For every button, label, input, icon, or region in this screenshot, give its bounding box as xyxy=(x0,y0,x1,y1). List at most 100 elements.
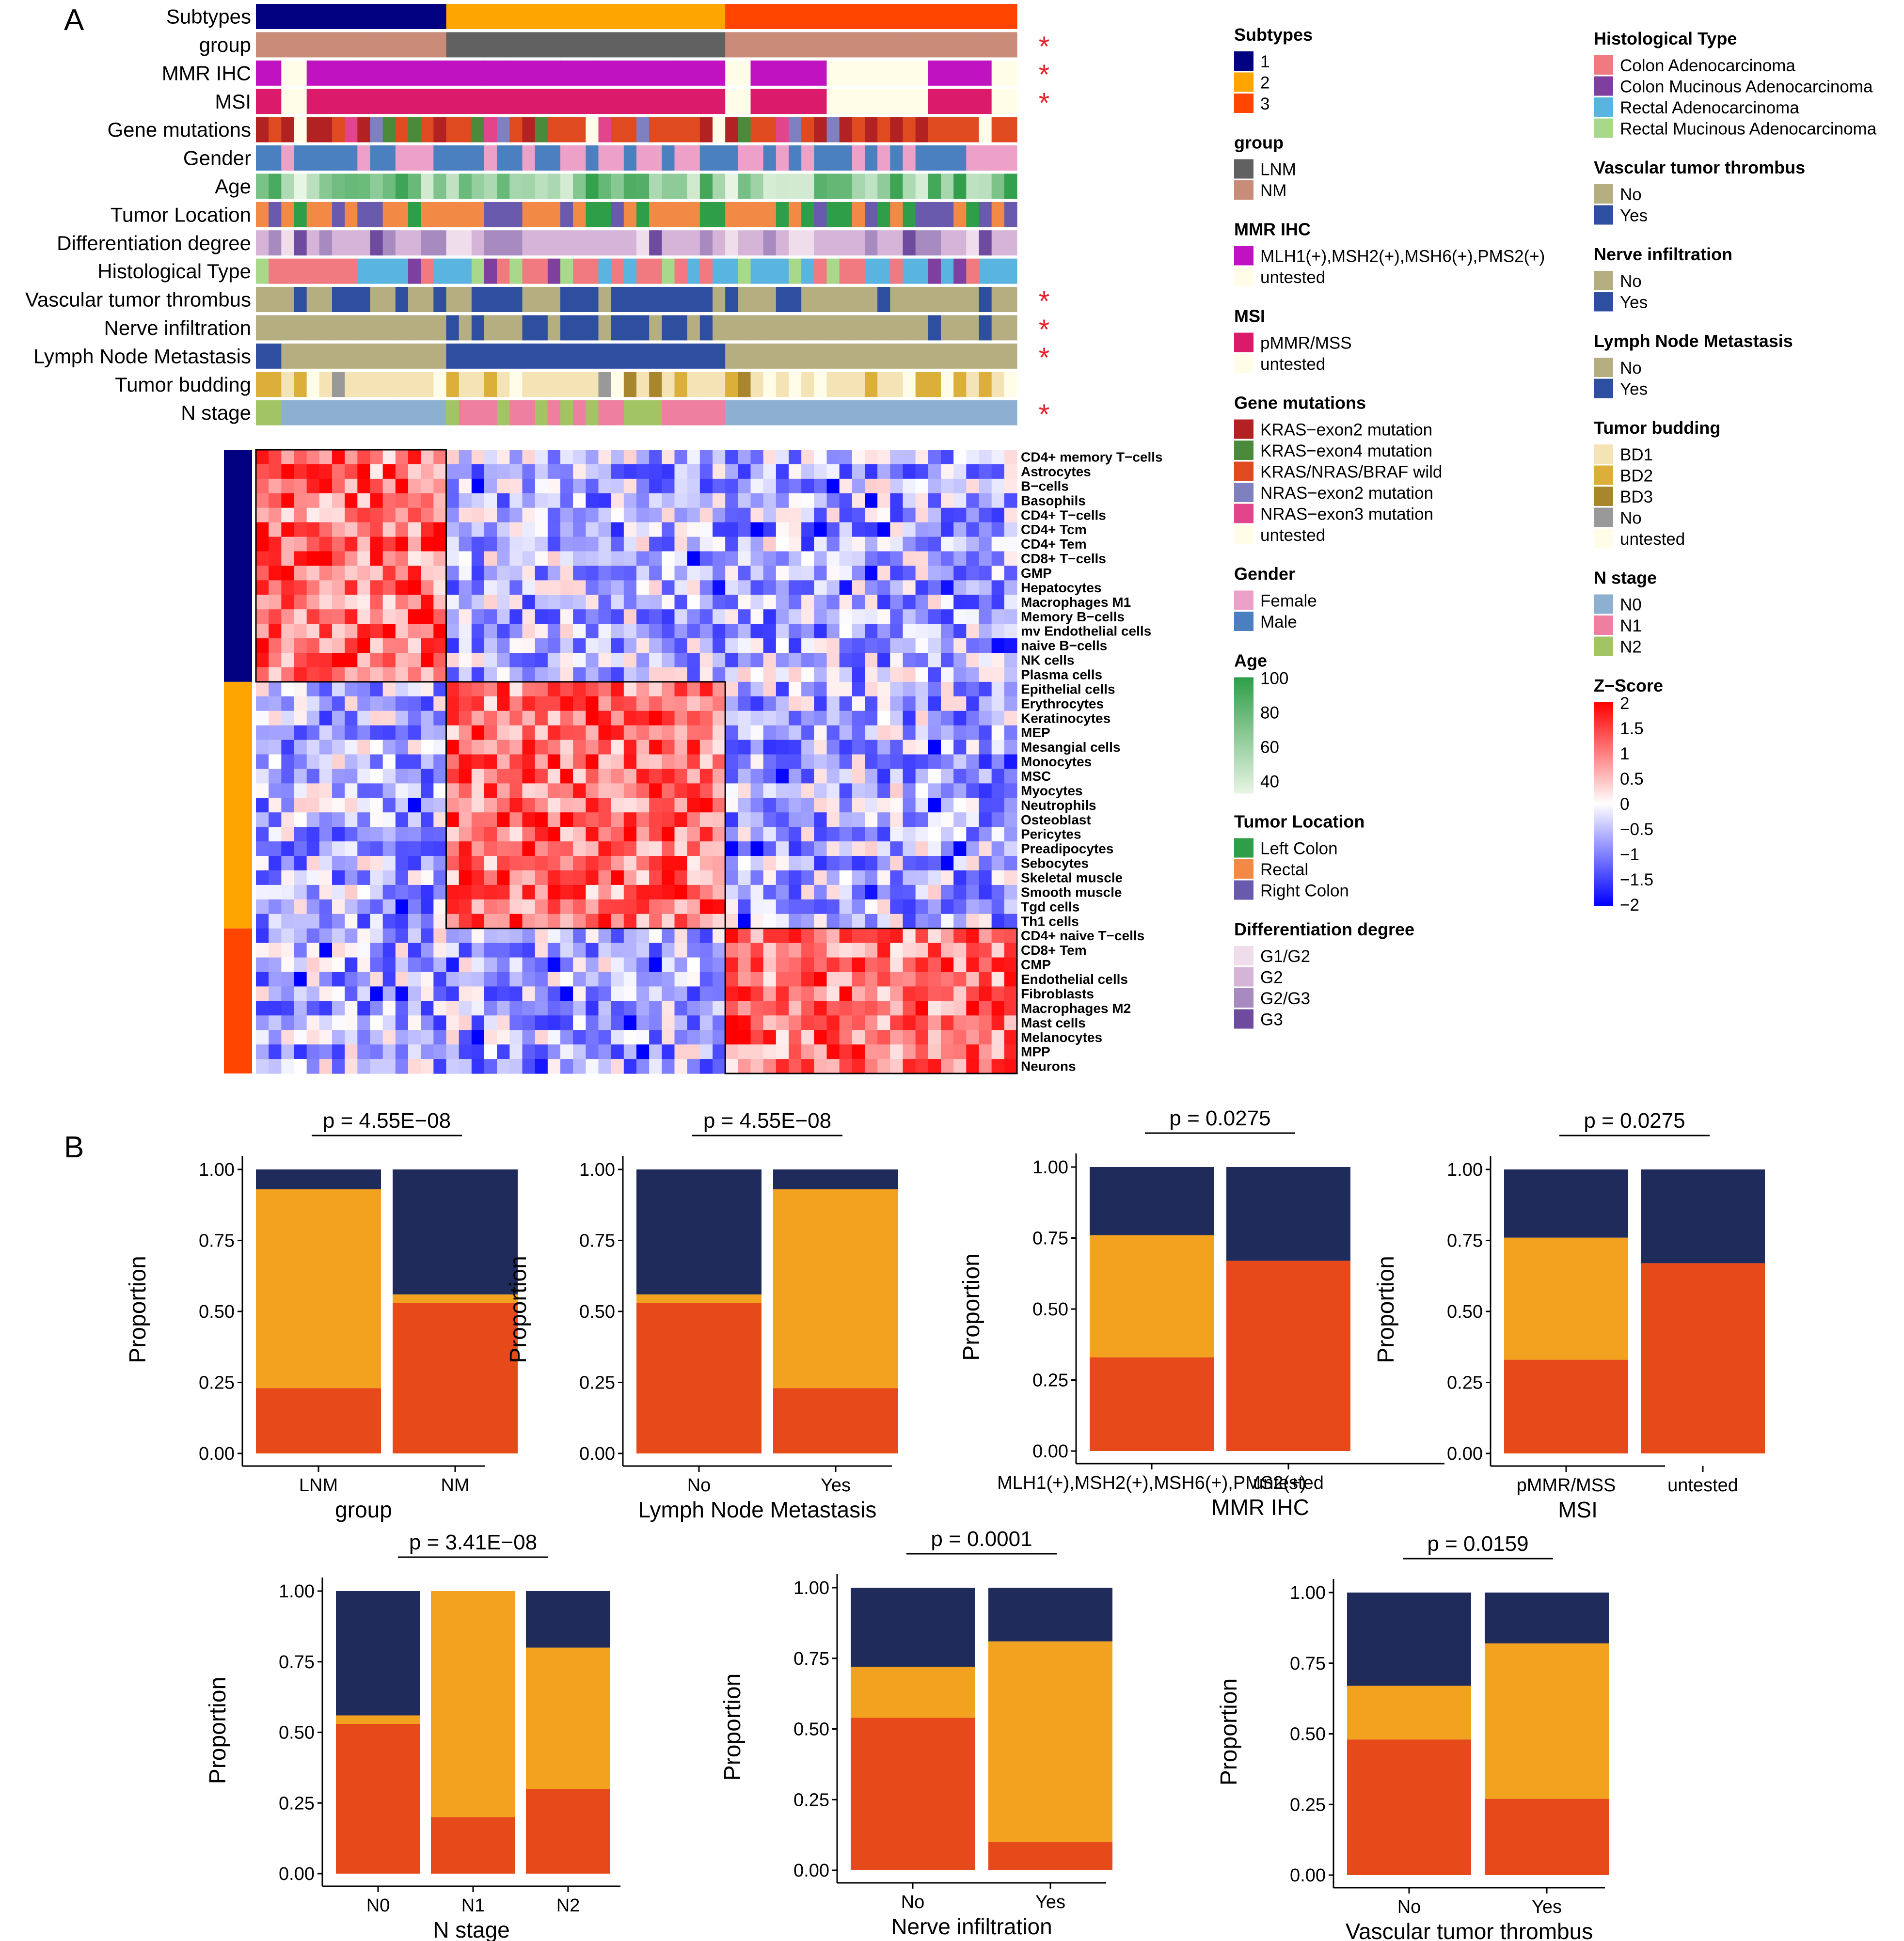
heatmap-cell xyxy=(395,754,409,770)
heatmap-cell xyxy=(966,609,980,624)
annotation-cell xyxy=(1004,145,1017,171)
heatmap-cell xyxy=(281,638,295,653)
heatmap-cell xyxy=(865,493,878,508)
heatmap-cell xyxy=(738,856,751,871)
heatmap-cell xyxy=(750,1015,764,1030)
heatmap-cell xyxy=(547,580,561,595)
heatmap-cell xyxy=(636,1001,650,1016)
annotation-cell xyxy=(1004,89,1017,114)
heatmap-cell xyxy=(395,972,409,987)
heatmap-cell xyxy=(979,856,992,871)
annotation-cell xyxy=(903,372,916,397)
heatmap-cell xyxy=(497,870,510,885)
annotation-cell xyxy=(345,400,358,426)
heatmap-cell xyxy=(256,754,269,770)
heatmap-cell xyxy=(738,478,751,494)
annotation-cell xyxy=(725,202,738,227)
annotation-cell xyxy=(915,287,929,312)
heatmap-cell xyxy=(789,754,802,770)
heatmap-cell xyxy=(738,522,751,537)
annotation-cell xyxy=(294,343,307,369)
annotation-cell xyxy=(269,372,282,397)
heatmap-cell xyxy=(535,566,548,581)
heatmap-cell xyxy=(826,754,840,770)
heatmap-cell xyxy=(306,899,320,915)
heatmap-cell xyxy=(459,710,472,726)
heatmap-cell xyxy=(750,783,764,798)
heatmap-cell xyxy=(915,928,929,944)
heatmap-cell xyxy=(953,986,967,1001)
heatmap-cell xyxy=(826,972,840,987)
heatmap-cell xyxy=(814,653,827,668)
heatmap-cell xyxy=(408,507,421,523)
heatmap-cell xyxy=(535,522,548,537)
heatmap-cell xyxy=(725,537,738,552)
heatmap-cell xyxy=(421,551,434,567)
heatmap-cell xyxy=(839,754,853,770)
heatmap-cell xyxy=(852,957,865,973)
heatmap-cell xyxy=(1004,507,1017,523)
annotation-cell xyxy=(903,315,916,341)
p-value-label: p = 0.0159 xyxy=(1427,1532,1528,1556)
heatmap-cell xyxy=(484,957,497,973)
heatmap-cell xyxy=(839,827,853,842)
heatmap-cell xyxy=(750,769,764,784)
heatmap-cell xyxy=(763,667,777,682)
heatmap-cell xyxy=(839,1059,853,1074)
heatmap-cell xyxy=(345,551,358,567)
heatmap-cell xyxy=(826,986,840,1001)
significance-star: * xyxy=(1039,399,1050,430)
annotation-cell xyxy=(941,174,954,199)
heatmap-cell xyxy=(674,1044,688,1059)
heatmap-cell xyxy=(713,884,726,900)
heatmap-cell xyxy=(865,450,878,465)
heatmap-cell xyxy=(484,681,497,697)
annotation-cell xyxy=(865,230,878,256)
heatmap-cell xyxy=(649,1015,662,1030)
heatmap-cell xyxy=(699,653,713,668)
heatmap-cell xyxy=(269,1059,282,1074)
heatmap-cell xyxy=(649,856,662,871)
heatmap-cell xyxy=(395,856,409,871)
heatmap-cell xyxy=(370,725,383,741)
annotation-cell xyxy=(345,287,358,312)
heatmap-cell xyxy=(738,972,751,987)
heatmap-cell xyxy=(269,566,282,581)
heatmap-cell xyxy=(763,914,777,929)
y-tick-label: 0.50 xyxy=(1032,1299,1068,1320)
heatmap-cell xyxy=(332,928,345,944)
annotation-cell xyxy=(471,287,485,312)
heatmap-cell xyxy=(509,551,523,567)
heatmap-cell xyxy=(319,464,333,479)
annotation-cell xyxy=(953,230,967,256)
heatmap-cell xyxy=(370,783,383,798)
heatmap-cell xyxy=(294,1044,307,1059)
heatmap-cell xyxy=(370,493,383,508)
heatmap-cell xyxy=(636,710,650,726)
heatmap-cell xyxy=(662,580,675,595)
heatmap-cell xyxy=(903,754,916,770)
annotation-cell xyxy=(890,372,904,397)
annotation-cell xyxy=(573,287,586,312)
heatmap-cell xyxy=(649,580,662,595)
heatmap-cell xyxy=(357,957,371,973)
heatmap-cell xyxy=(586,899,599,915)
y-tick-label: 0.00 xyxy=(279,1864,315,1884)
annotation-cell xyxy=(713,32,726,58)
heatmap-cell xyxy=(966,696,980,711)
heatmap-cell xyxy=(573,595,586,610)
annotation-cell xyxy=(674,174,688,199)
legend-item-label: untested xyxy=(1260,526,1325,545)
heatmap-cell xyxy=(801,725,814,741)
heatmap-cell xyxy=(535,653,548,668)
annotation-cell xyxy=(1004,400,1017,426)
annotation-cell xyxy=(586,400,599,426)
heatmap-cell xyxy=(611,493,624,508)
annotation-cell xyxy=(814,315,827,341)
heatmap-cell xyxy=(826,710,840,726)
heatmap-cell xyxy=(421,841,434,856)
heatmap-cell xyxy=(839,653,853,668)
heatmap-cell xyxy=(789,870,802,885)
annotation-cell xyxy=(319,4,333,29)
heatmap-cell xyxy=(713,667,726,682)
